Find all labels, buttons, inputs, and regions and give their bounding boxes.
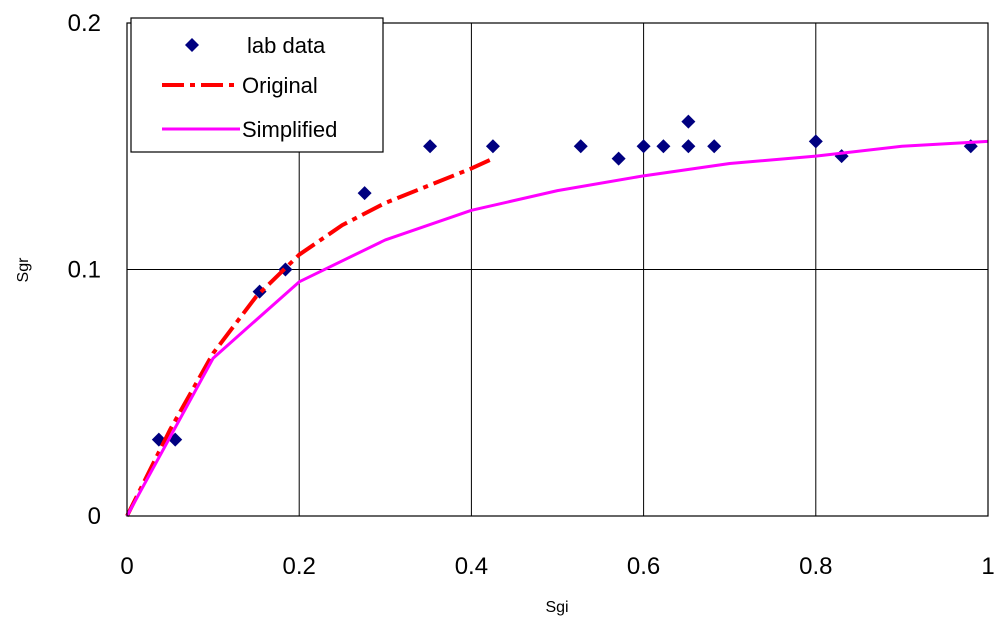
data-point <box>573 139 588 154</box>
series-line <box>125 156 494 517</box>
tick-labels: 0 0.2 0.4 0.6 0.8 1 0 0.1 0.2 <box>68 10 994 580</box>
series-layer <box>125 114 989 517</box>
x-tick-label: 0.2 <box>283 553 316 580</box>
y-tick-label: 0 <box>88 503 101 530</box>
y-axis-label: Sgr <box>15 257 32 283</box>
legend-label: Original <box>242 73 318 98</box>
legend-label: lab data <box>247 33 326 58</box>
data-point <box>681 139 696 154</box>
x-axis-label: Sgi <box>545 599 568 616</box>
y-tick-label: 0.2 <box>68 10 101 37</box>
data-point <box>357 186 372 201</box>
data-point <box>485 139 500 154</box>
data-point <box>681 114 696 129</box>
plot-area-frame <box>126 22 989 517</box>
data-point <box>611 151 626 166</box>
data-point <box>656 139 671 154</box>
legend-swatch <box>185 38 199 52</box>
x-tick-label: 0.4 <box>455 553 488 580</box>
data-point <box>808 134 823 149</box>
legend-label: Simplified <box>242 117 337 142</box>
x-tick-label: 0 <box>120 553 133 580</box>
series-line <box>125 139 989 517</box>
series-simplified <box>125 139 989 517</box>
legend: lab data Original Simplified <box>130 17 384 153</box>
x-tick-label: 0.6 <box>627 553 660 580</box>
x-tick-label: 0.8 <box>799 553 832 580</box>
x-tick-label: 1 <box>981 553 994 580</box>
data-point <box>636 139 651 154</box>
y-tick-label: 0.1 <box>68 257 101 284</box>
series-original <box>125 156 494 517</box>
series-lab-data <box>151 114 978 447</box>
data-point <box>707 139 722 154</box>
data-point <box>423 139 438 154</box>
